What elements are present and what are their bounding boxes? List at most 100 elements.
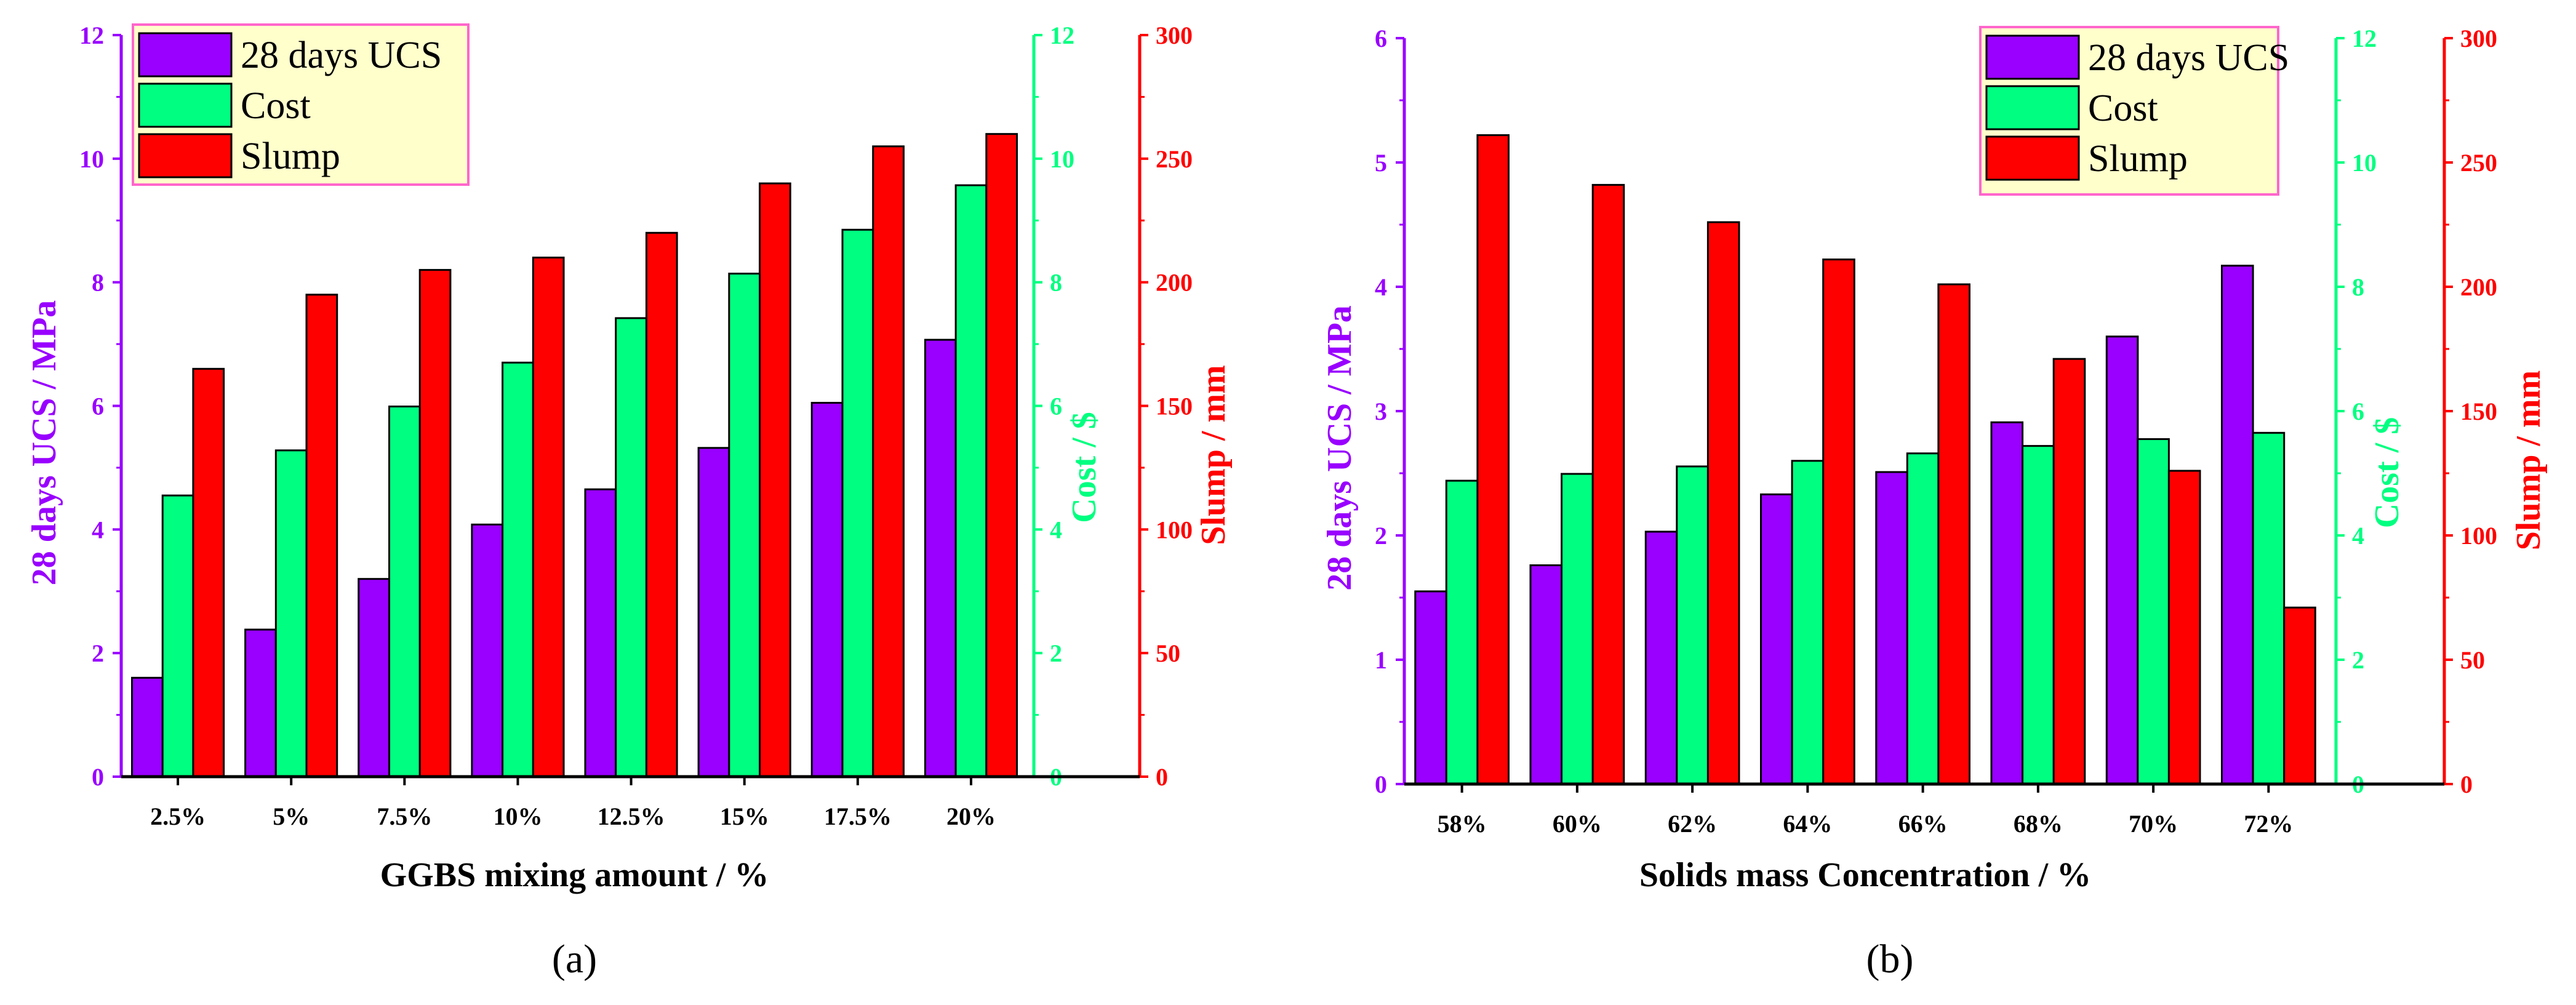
y-left-tick-label-b: 4 [1375,273,1387,301]
bar-cost-a-8 [954,184,988,778]
y-left-tick-label-b: 1 [1375,646,1387,674]
bar-ucs-a-4 [471,523,504,778]
y-left-tick-label-b: 5 [1375,149,1387,177]
y-cost-tick-label-a: 12 [1050,22,1074,49]
x-tick-label-b-1: 58% [1438,810,1487,838]
bar-slump-a-6 [759,182,791,778]
bar-ucs-a-5 [584,488,617,778]
bar-slump-a-7 [872,145,905,778]
bar-cost-b-7 [2137,438,2170,785]
legend-label-slump-b: Slump [2088,138,2188,180]
y-slump-tick-label-a: 0 [1156,763,1168,791]
y-slump-axis-label-a: Slump / mm [1194,365,1233,545]
x-tick-label-b-2: 60% [1553,810,1602,838]
bar-cost-b-3 [1676,465,1709,785]
legend-swatch-ucs-b [1985,34,2080,80]
bar-ucs-b-4 [1760,493,1793,785]
x-tick-label-b-4: 64% [1783,810,1832,838]
bar-ucs-b-2 [1529,564,1563,785]
bar-ucs-b-6 [1990,421,2024,785]
x-tick-label-a-1: 2.5% [150,803,206,830]
bar-slump-b-3 [1706,221,1740,785]
x-tick-label-b-6: 68% [2014,810,2063,838]
y-slump-tick-label-b: 300 [2460,25,2497,52]
x-tick-label-b-7: 70% [2129,810,2178,838]
y-left-axis-label-b: 28 days UCS / MPa [1321,305,1359,591]
bar-slump-b-8 [2283,606,2316,785]
bar-cost-b-1 [1445,479,1479,785]
y-cost-tick-label-b: 12 [2352,25,2377,52]
x-tick-label-a-4: 10% [493,803,542,830]
y-slump-tick-label-a: 150 [1156,393,1193,420]
bar-cost-a-5 [615,317,647,778]
x-tick-label-b-3: 62% [1668,810,1717,838]
bar-ucs-a-3 [358,578,390,778]
bar-slump-b-6 [2052,358,2086,785]
y-left-tick-label-a: 2 [92,639,104,667]
y-left-tick-label-b: 2 [1375,522,1387,550]
bar-cost-a-2 [274,449,308,778]
bar-cost-a-3 [388,406,421,778]
bar-ucs-b-8 [2221,265,2254,785]
bar-slump-b-7 [2167,470,2201,785]
y-cost-tick-label-b: 10 [2352,149,2377,177]
bar-ucs-b-7 [2105,335,2139,785]
x-tick-label-a-5: 12.5% [598,803,665,830]
bar-cost-a-7 [841,228,874,778]
y-slump-tick-label-b: 200 [2460,273,2497,301]
y-cost-tick-label-b: 4 [2352,522,2364,550]
y-left-axis-label-a: 28 days UCS / MPa [25,300,63,586]
bar-slump-b-4 [1822,258,1855,785]
y-cost-tick-label-a: 8 [1050,269,1062,297]
y-slump-axis-label-b: Slump / mm [2510,370,2548,551]
x-axis-label-a: GGBS mixing amount / % [380,856,769,894]
y-slump-tick-label-a: 200 [1156,269,1193,297]
y-slump-tick-label-a: 100 [1156,516,1193,543]
legend-b: 28 days UCS Cost Slump [1979,26,2289,196]
y-left-tick-label-a: 12 [79,22,104,49]
bar-cost-b-6 [2022,445,2055,785]
y-left-tick-label-a: 4 [92,516,104,543]
caption-a: (a) [552,937,597,982]
bar-cost-b-8 [2252,431,2286,785]
legend-label-cost-b: Cost [2088,87,2158,129]
bar-slump-a-5 [645,231,678,778]
legend-a: 28 days UCS Cost Slump [132,23,470,186]
y-left-tick-label-b: 6 [1375,25,1387,52]
y-slump-tick-label-a: 300 [1156,22,1193,49]
y-slump-tick-label-b: 250 [2460,149,2497,177]
y-left-tick-label-a: 8 [92,269,104,297]
bar-ucs-a-2 [244,628,277,778]
bar-ucs-b-5 [1875,471,1908,785]
bar-cost-a-6 [728,273,761,778]
bar-slump-a-3 [418,269,452,778]
bar-ucs-a-7 [810,402,844,778]
y-cost-tick-label-b: 6 [2352,398,2364,425]
y-left-tick-label-b: 3 [1375,398,1387,425]
bar-cost-b-2 [1561,473,1594,785]
legend-swatch-ucs-a [138,32,233,78]
legend-label-cost-a: Cost [241,85,311,127]
y-cost-tick-label-a: 6 [1050,393,1062,420]
bar-slump-b-1 [1476,134,1510,785]
y-slump-tick-label-b: 0 [2460,771,2473,798]
y-cost-tick-label-b: 8 [2352,273,2364,301]
legend-label-ucs-a: 28 days UCS [241,34,442,76]
bar-ucs-a-6 [697,447,730,778]
bar-slump-b-5 [1937,283,1970,785]
y-slump-tick-label-b: 100 [2460,522,2497,550]
caption-b: (b) [1866,937,1914,982]
y-slump-tick-label-b: 50 [2460,646,2485,674]
x-tick-label-a-3: 7.5% [377,803,432,830]
bar-slump-a-1 [192,367,225,778]
x-tick-label-b-5: 66% [1898,810,1948,838]
x-tick-label-a-8: 20% [946,803,996,830]
bar-slump-b-2 [1591,183,1625,785]
bar-slump-a-8 [985,133,1018,778]
x-tick-label-a-7: 17.5% [824,803,892,830]
y-left-tick-label-b: 0 [1375,771,1387,798]
bar-ucs-b-3 [1644,531,1678,785]
x-tick-label-b-8: 72% [2244,810,2293,838]
bar-slump-a-4 [532,257,565,778]
